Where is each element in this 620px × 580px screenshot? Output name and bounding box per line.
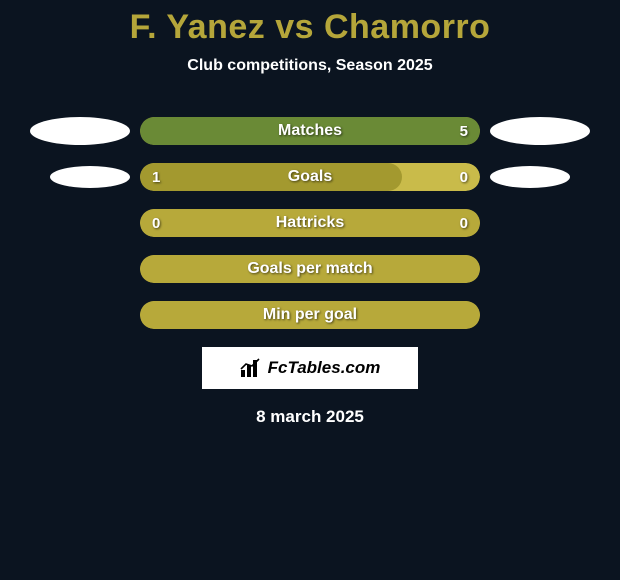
stat-row: Goals per match — [0, 255, 620, 283]
date-label: 8 march 2025 — [0, 407, 620, 427]
stat-row: 10Goals — [0, 163, 620, 191]
stat-row: 00Hattricks — [0, 209, 620, 237]
stat-bar: 10Goals — [140, 163, 480, 191]
comparison-rows: 5Matches 10Goals 00Hattricks Goals per matc… — [0, 117, 620, 329]
stat-bar: Min per goal — [140, 301, 480, 329]
stat-row: 5Matches — [0, 117, 620, 145]
stat-label: Goals per match — [140, 255, 480, 283]
stat-label: Min per goal — [140, 301, 480, 329]
player-left-marker — [30, 117, 130, 145]
stat-row: Min per goal — [0, 301, 620, 329]
stat-label: Matches — [140, 117, 480, 145]
logo-text: FcTables.com — [268, 358, 381, 378]
stat-label: Hattricks — [140, 209, 480, 237]
stat-bar: 5Matches — [140, 117, 480, 145]
stat-bar: 00Hattricks — [140, 209, 480, 237]
player-right-marker — [490, 166, 570, 188]
chart-icon — [240, 358, 262, 378]
logo-box: FcTables.com — [202, 347, 418, 389]
subtitle: Club competitions, Season 2025 — [0, 57, 620, 75]
player-right-marker — [490, 117, 590, 145]
stat-bar: Goals per match — [140, 255, 480, 283]
player-left-marker — [50, 166, 130, 188]
stat-label: Goals — [140, 163, 480, 191]
page-title: F. Yanez vs Chamorro — [0, 0, 620, 47]
